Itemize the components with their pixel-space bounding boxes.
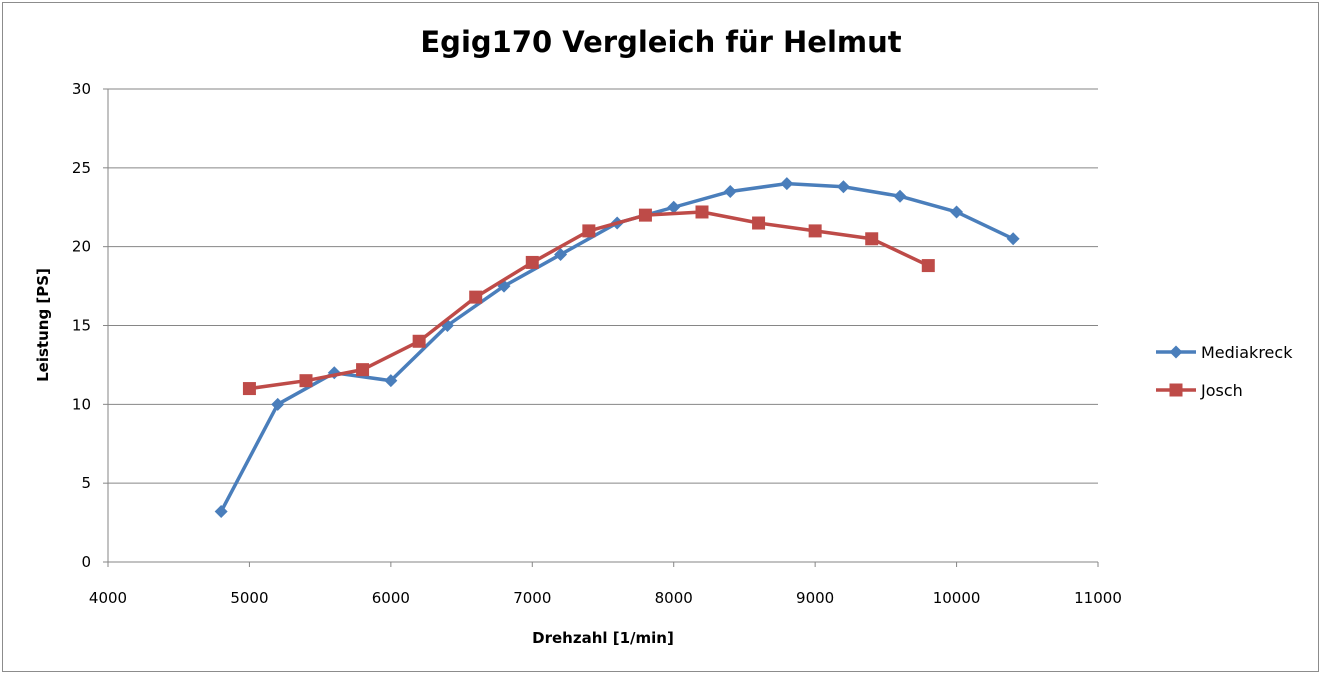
legend-item-josch: Josch [1156, 381, 1243, 400]
data-point [384, 374, 398, 388]
x-axis-label: Drehzahl [1/min] [532, 629, 674, 647]
y-tick-label: 30 [72, 80, 91, 98]
data-point [525, 255, 539, 269]
y-tick-label: 10 [72, 395, 91, 413]
x-tick-label: 9000 [796, 589, 834, 607]
x-tick-label: 11000 [1074, 589, 1122, 607]
x-tick-label: 8000 [655, 589, 693, 607]
legend-swatch-marker [1169, 383, 1183, 397]
data-point [638, 208, 652, 222]
axes [103, 88, 1099, 567]
data-point [950, 205, 964, 219]
legend-label: Josch [1200, 381, 1243, 400]
data-point [1006, 232, 1020, 246]
y-tick-labels: 0 5 10 15 20 25 30 [72, 80, 91, 571]
legend: Mediakreck Josch [1156, 343, 1293, 400]
gridlines [108, 88, 1098, 484]
chart-title: Egig170 Vergleich für Helmut [420, 25, 901, 59]
data-point [242, 382, 256, 396]
y-axis-label: Leistung [PS] [34, 268, 52, 382]
y-tick-label: 15 [72, 317, 91, 335]
series-mediakreck [214, 177, 1020, 519]
data-point [723, 184, 737, 198]
series-line [219, 181, 1015, 514]
data-point [469, 290, 483, 304]
data-point [808, 224, 822, 238]
x-tick-label: 6000 [372, 589, 410, 607]
x-tick-label: 7000 [513, 589, 551, 607]
data-point [582, 224, 596, 238]
data-point [780, 177, 794, 191]
data-point [299, 374, 313, 388]
data-point [667, 200, 681, 214]
data-point [836, 180, 850, 194]
data-point [921, 259, 935, 273]
data-point [865, 232, 879, 246]
x-tick-label: 10000 [933, 589, 981, 607]
data-point [412, 334, 426, 348]
data-point [695, 205, 709, 219]
y-tick-label: 0 [81, 553, 91, 571]
series-layer [214, 177, 1020, 519]
y-tick-label: 20 [72, 238, 91, 256]
x-tick-labels: 4000 5000 6000 7000 8000 9000 10000 11000 [89, 589, 1122, 607]
legend-swatch-marker [1169, 345, 1183, 359]
legend-label: Mediakreck [1201, 343, 1293, 362]
data-point [214, 505, 228, 519]
data-point [752, 216, 766, 230]
y-tick-label: 5 [81, 474, 91, 492]
data-point [554, 248, 568, 262]
series-josch [242, 205, 935, 396]
legend-item-mediakreck: Mediakreck [1156, 343, 1293, 362]
x-tick-label: 4000 [89, 589, 127, 607]
data-point [893, 189, 907, 203]
x-tick-label: 5000 [230, 589, 268, 607]
y-tick-label: 25 [72, 159, 91, 177]
data-point [271, 397, 285, 411]
data-point [356, 363, 370, 377]
